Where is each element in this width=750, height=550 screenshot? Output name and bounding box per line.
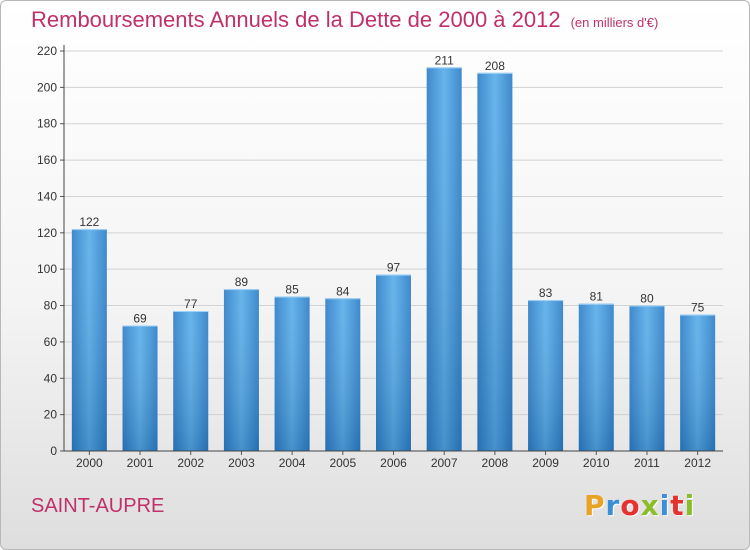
bars-group — [71, 67, 716, 452]
x-tick-label-2002: 2002 — [177, 456, 204, 470]
x-tick-label-2001: 2001 — [127, 456, 154, 470]
y-tick-label: 20 — [44, 408, 58, 422]
y-tick-label: 120 — [37, 226, 57, 240]
x-tick-label-2004: 2004 — [279, 456, 306, 470]
data-label-2004: 85 — [285, 282, 299, 296]
x-tick-label-2008: 2008 — [482, 456, 509, 470]
bar-shade-2009 — [528, 300, 564, 451]
logo-letter: x — [640, 489, 660, 522]
y-tick-label: 220 — [37, 44, 57, 58]
data-label-2010: 81 — [590, 290, 604, 304]
y-tick-label: 80 — [44, 299, 58, 313]
y-tick-label: 180 — [37, 117, 57, 131]
bar-shade-2011 — [629, 305, 665, 451]
x-tick-label-2009: 2009 — [532, 456, 559, 470]
y-tick-label: 160 — [37, 153, 57, 167]
axes-group — [60, 45, 723, 455]
logo-letter: i — [684, 489, 696, 522]
city-name: SAINT-AUPRE — [31, 495, 165, 517]
x-tick-label-2005: 2005 — [329, 456, 356, 470]
x-tick-label-2003: 2003 — [228, 456, 255, 470]
chart-title-text: Remboursements Annuels de la Dette de 20… — [31, 7, 561, 32]
bar-shade-2005 — [325, 298, 361, 451]
data-label-2003: 89 — [235, 275, 249, 289]
data-label-2011: 80 — [640, 292, 654, 306]
data-label-2006: 97 — [387, 261, 401, 275]
bar-shade-2012 — [680, 314, 716, 451]
y-tick-label: 140 — [37, 189, 57, 203]
logo-letter: t — [670, 489, 685, 522]
bar-shade-2003 — [223, 289, 259, 451]
y-tick-label: 100 — [37, 262, 57, 276]
y-tick-label: 40 — [44, 371, 58, 385]
data-label-2000: 122 — [79, 215, 99, 229]
chart-subtitle: (en milliers d'€) — [570, 15, 659, 30]
proxiti-logo: Proxiti — [584, 489, 695, 522]
x-tick-label-2010: 2010 — [583, 456, 610, 470]
bar-shade-2004 — [274, 296, 310, 451]
x-tick-label-2012: 2012 — [684, 456, 711, 470]
logo-letter: i — [659, 489, 671, 522]
data-label-2008: 208 — [485, 59, 505, 73]
x-tick-label-2006: 2006 — [380, 456, 407, 470]
bar-shade-2000 — [71, 229, 107, 451]
y-tick-label: 60 — [44, 335, 58, 349]
data-label-2007: 211 — [435, 53, 454, 67]
logo-letter: P — [584, 489, 606, 522]
y-tick-label: 0 — [50, 444, 57, 458]
data-label-2009: 83 — [539, 286, 553, 300]
y-tick-label: 200 — [37, 80, 57, 94]
x-tick-label-2000: 2000 — [76, 456, 103, 470]
data-label-2001: 69 — [133, 312, 147, 326]
logo-letter: r — [605, 489, 621, 522]
data-label-2002: 77 — [184, 297, 198, 311]
data-label-2005: 84 — [336, 284, 350, 298]
logo-letter: o — [620, 489, 641, 522]
bar-shade-2002 — [173, 311, 209, 451]
x-tick-label-2007: 2007 — [431, 456, 458, 470]
x-tick-label-2011: 2011 — [634, 456, 660, 470]
data-label-2012: 75 — [691, 301, 705, 315]
bar-shade-2001 — [122, 325, 158, 451]
bar-shade-2010 — [578, 303, 614, 451]
labels-group: 0 20 40 60 80 100 120 140 160 180 200 220 122 2000 69 2… — [37, 44, 711, 470]
bar-shade-2007 — [426, 67, 462, 451]
chart-title: Remboursements Annuels de la Dette de 20… — [31, 7, 658, 33]
bar-shade-2008 — [477, 72, 513, 452]
bar-shade-2006 — [376, 274, 411, 451]
